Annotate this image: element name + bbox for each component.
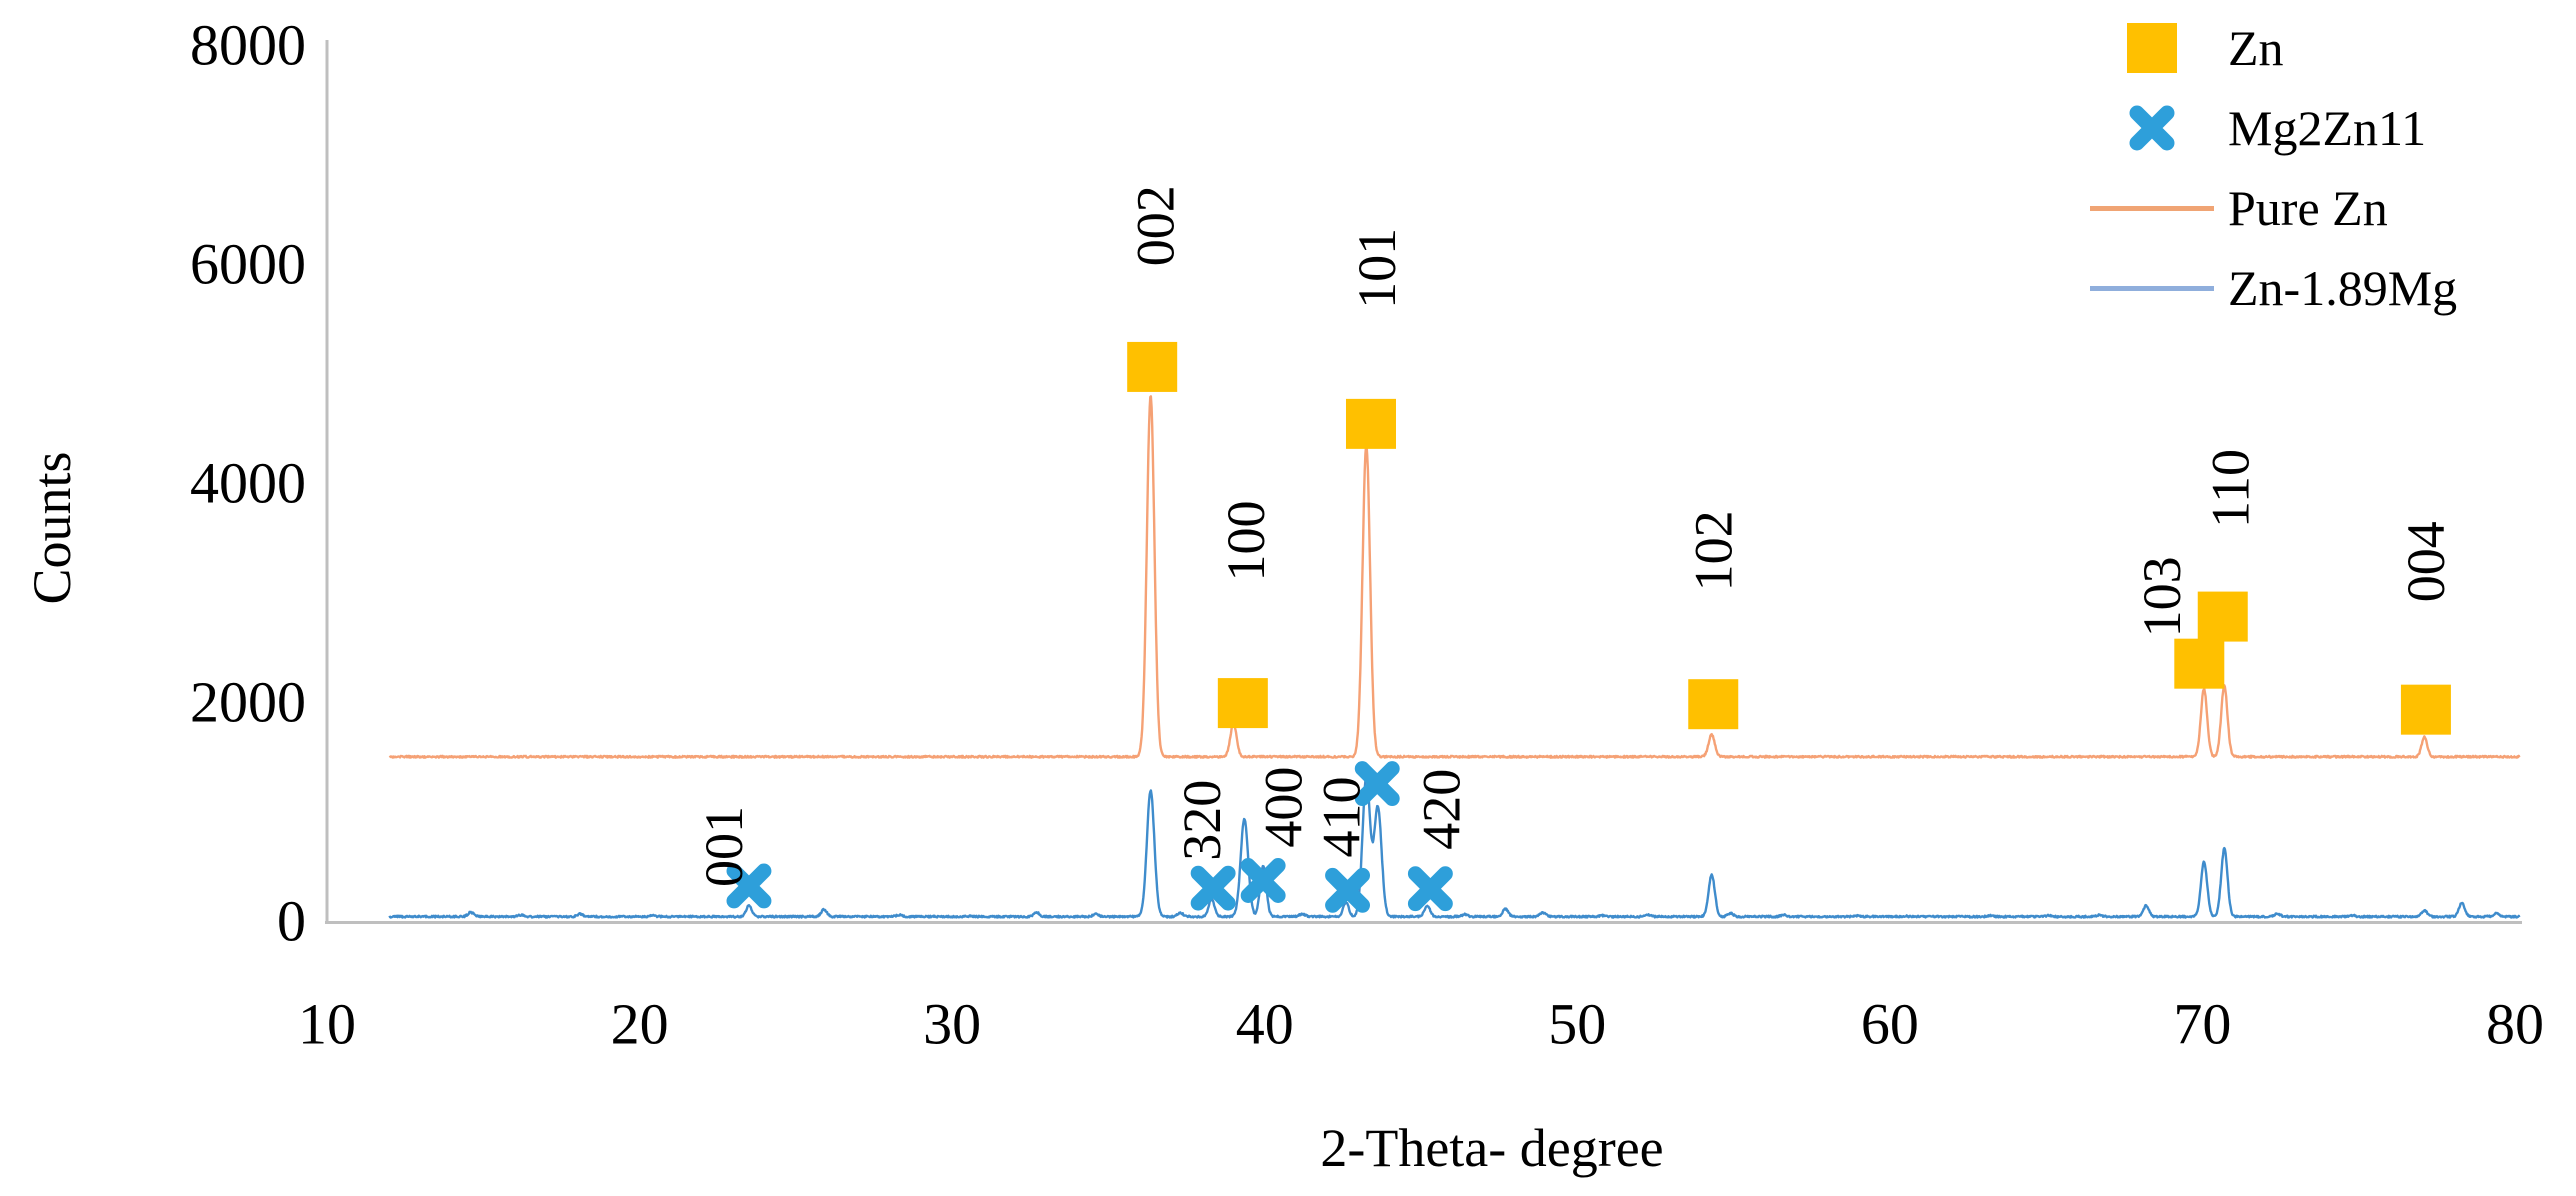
y-tick-label: 4000 — [190, 451, 306, 516]
legend-marker-glyph — [2090, 285, 2214, 291]
mg2zn11-marker-320 — [1190, 865, 1236, 911]
pure-zn-curve — [388, 395, 2521, 759]
legend-entry-pure-zn: Pure Zn — [2086, 168, 2457, 248]
peak-label-004: 004 — [2396, 521, 2456, 602]
y-tick-label: 2000 — [190, 670, 306, 735]
peak-label-400: 400 — [1254, 767, 1314, 848]
peak-label-103: 103 — [2132, 556, 2192, 637]
legend-entry-zn: Zn — [2086, 8, 2457, 88]
zn-marker-002 — [1127, 341, 1178, 392]
x-axis-title: 2-Theta- degree — [1320, 1118, 1664, 1178]
mg2zn11-marker-001 — [726, 863, 772, 909]
y-tick-label: 6000 — [190, 232, 306, 297]
legend-label-mg2zn11: Mg2Zn11 — [2228, 100, 2427, 156]
peak-label-100: 100 — [1216, 501, 1276, 582]
zn-1-89mg-line-icon — [2086, 285, 2218, 291]
zn-square-icon — [2086, 23, 2218, 73]
mg2zn11-marker-400 — [1240, 858, 1286, 903]
mg2zn11-marker-420 — [1407, 866, 1453, 912]
peak-label-002: 002 — [1125, 185, 1185, 266]
zn-marker-110 — [2197, 591, 2248, 642]
y-tick-label: 8000 — [190, 13, 306, 78]
mg2zn11-x-icon — [2086, 101, 2218, 155]
mg2zn11-marker — [1354, 761, 1400, 807]
zn-1-89mg-curve — [388, 775, 2521, 919]
y-axis-title: Counts — [22, 451, 82, 605]
zn-marker-004 — [2400, 684, 2451, 735]
legend-marker-glyph — [2129, 105, 2175, 151]
x-tick-label: 50 — [1548, 992, 1606, 1057]
zn-marker-100 — [1217, 678, 1268, 729]
x-tick-label: 80 — [2486, 992, 2544, 1057]
y-tick-label: 0 — [277, 889, 306, 954]
legend-marker-glyph — [2090, 205, 2214, 211]
legend: Zn Mg2Zn11 Pure Zn Zn-1.89Mg — [2086, 8, 2457, 328]
x-tick-label: 60 — [1861, 992, 1919, 1057]
x-tick-label: 10 — [298, 992, 356, 1057]
x-tick-label: 30 — [923, 992, 981, 1057]
peak-label-110: 110 — [2201, 449, 2261, 528]
mg2zn11-marker-410 — [1325, 867, 1371, 913]
peak-label-320: 320 — [1172, 780, 1232, 861]
zn-marker-101 — [1345, 398, 1396, 449]
peak-label-102: 102 — [1683, 510, 1743, 591]
legend-label-pure-zn: Pure Zn — [2228, 180, 2388, 236]
legend-label-zn: Zn — [2228, 20, 2284, 76]
x-tick-label: 40 — [1236, 992, 1294, 1057]
zn-marker-102 — [1688, 679, 1739, 730]
peak-label-101: 101 — [1347, 228, 1407, 309]
legend-entry-zn-1-89mg: Zn-1.89Mg — [2086, 248, 2457, 328]
pure-zn-line-icon — [2086, 205, 2218, 211]
x-tick-label: 20 — [611, 992, 669, 1057]
x-tick-label: 70 — [2173, 992, 2231, 1057]
zn-marker-103 — [2174, 638, 2225, 689]
peak-label-410: 410 — [1311, 777, 1371, 858]
legend-marker-glyph — [2127, 23, 2177, 73]
legend-label-zn-1-89mg: Zn-1.89Mg — [2228, 260, 2458, 316]
legend-entry-mg2zn11: Mg2Zn11 — [2086, 88, 2457, 168]
peak-label-420: 420 — [1411, 769, 1471, 850]
peak-label-001: 001 — [694, 806, 754, 887]
